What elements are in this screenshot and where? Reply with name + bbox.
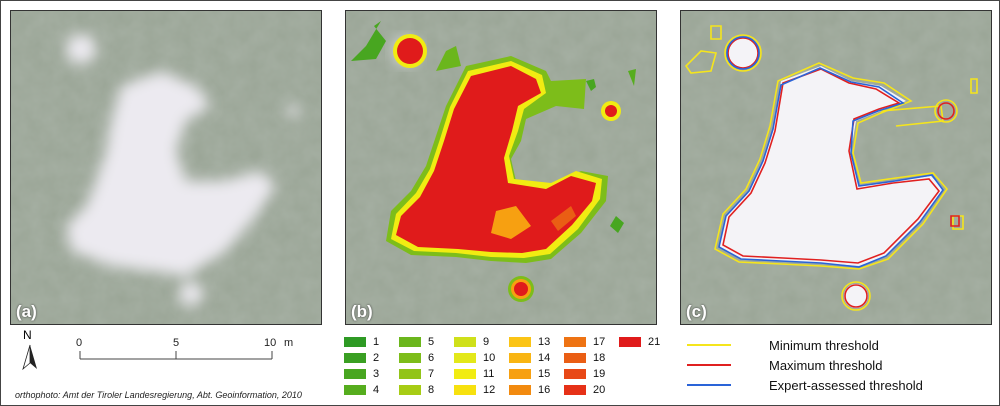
minimum-threshold-label: Minimum threshold [769, 337, 879, 353]
panel-c-label: (c) [686, 302, 707, 321]
class-swatch [564, 369, 586, 379]
scale-bar: 0 5 10 m [76, 337, 316, 377]
class-label: 3 [373, 368, 380, 380]
threshold-legend: Minimum threshold Maximum threshold Expe… [687, 336, 987, 396]
expert-threshold-swatch [687, 384, 731, 386]
legend-minimum-threshold: Minimum threshold [687, 336, 879, 354]
class-legend-item: 5 [399, 336, 434, 348]
class-swatch [454, 369, 476, 379]
class-label: 12 [483, 384, 496, 396]
class-legend-item: 21 [619, 336, 660, 348]
class-swatch [344, 369, 366, 379]
scale-tick-0: 0 [76, 337, 83, 349]
class-swatch [344, 353, 366, 363]
maximum-threshold-outline [722, 37, 960, 308]
class-swatch [344, 385, 366, 395]
class-legend-item: 20 [564, 384, 605, 396]
class-swatch [399, 353, 421, 363]
class-label: 21 [648, 336, 661, 348]
class-label: 9 [483, 336, 490, 348]
class-legend-item: 3 [344, 368, 379, 380]
class-swatch [454, 337, 476, 347]
panel-c-thresholds: (c) [680, 10, 992, 325]
north-label: N [23, 328, 32, 342]
class-label: 15 [538, 368, 551, 380]
class-label: 7 [428, 368, 435, 380]
class-legend-item: 10 [454, 352, 495, 364]
class-label: 1 [373, 336, 380, 348]
class-swatch [454, 353, 476, 363]
class-label: 18 [593, 352, 606, 364]
class-label: 4 [373, 384, 380, 396]
class-label: 17 [593, 336, 606, 348]
class-label: 14 [538, 352, 551, 364]
class-legend-item: 2 [344, 352, 379, 364]
orthophoto-image [11, 11, 321, 324]
class-swatch [509, 369, 531, 379]
class-swatch [509, 385, 531, 395]
class-label: 16 [538, 384, 551, 396]
class-swatch [509, 353, 531, 363]
class-legend-item: 19 [564, 368, 605, 380]
class-legend-item: 14 [509, 352, 550, 364]
class-legend-item: 7 [399, 368, 434, 380]
class-swatch [344, 337, 366, 347]
panel-b-classification: (b) [345, 10, 657, 325]
panel-a-label: (a) [16, 302, 37, 321]
class-label: 2 [373, 352, 380, 364]
threshold-outlines [681, 11, 991, 324]
class-swatch [454, 385, 476, 395]
class-label: 13 [538, 336, 551, 348]
class-swatch [564, 337, 586, 347]
class-legend-item: 16 [509, 384, 550, 396]
expert-threshold-outline [718, 36, 944, 268]
class-label: 20 [593, 384, 606, 396]
maximum-threshold-swatch [687, 364, 731, 366]
class-swatch [619, 337, 641, 347]
legend-expert-threshold: Expert-assessed threshold [687, 376, 923, 394]
class-legend-item: 6 [399, 352, 434, 364]
scale-tick-5: 5 [173, 337, 180, 349]
class-legend-item: 17 [564, 336, 605, 348]
class-legend-item: 1 [344, 336, 379, 348]
class-legend-item: 9 [454, 336, 489, 348]
class-label: 8 [428, 384, 435, 396]
class-legend-item: 18 [564, 352, 605, 364]
class-label: 10 [483, 352, 496, 364]
class-swatch [564, 385, 586, 395]
class-legend-item: 13 [509, 336, 550, 348]
class-legend-item: 12 [454, 384, 495, 396]
classification-map [346, 11, 656, 324]
class-label: 11 [483, 368, 495, 380]
class-swatch [564, 353, 586, 363]
scale-tick-10: 10 [264, 337, 277, 349]
class-swatch [399, 369, 421, 379]
panel-a-orthophoto: (a) [10, 10, 322, 325]
class-swatch [399, 337, 421, 347]
panel-b-label: (b) [351, 302, 373, 321]
north-arrow-icon [22, 344, 37, 371]
class-legend-item: 8 [399, 384, 434, 396]
legend-maximum-threshold: Maximum threshold [687, 356, 882, 374]
class-legend: 1 2 3 4 5 6 7 8 9 10 11 12 13 14 15 16 17 18 19 20 21 [344, 336, 674, 396]
expert-threshold-label: Expert-assessed threshold [769, 377, 923, 393]
class-legend-item: 4 [344, 384, 379, 396]
maximum-threshold-label: Maximum threshold [769, 357, 883, 373]
photo-credit: orthophoto: Amt der Tiroler Landesregier… [15, 390, 302, 400]
class-legend-item: 15 [509, 368, 550, 380]
class-label: 6 [428, 352, 435, 364]
class-label: 19 [593, 368, 606, 380]
minimum-threshold-swatch [687, 344, 731, 346]
class-legend-item: 11 [454, 368, 494, 380]
class-label: 5 [428, 336, 435, 348]
minimum-threshold-outline [684, 25, 978, 311]
class-swatch [399, 385, 421, 395]
scale-unit: m [284, 337, 294, 349]
class-swatch [509, 337, 531, 347]
